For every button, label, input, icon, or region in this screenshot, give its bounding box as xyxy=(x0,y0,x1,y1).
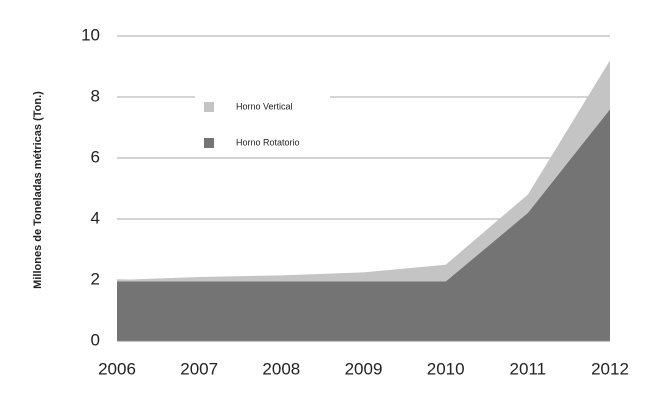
x-tick-label: 2010 xyxy=(427,359,465,378)
legend-swatch xyxy=(204,138,214,148)
x-tick-label: 2009 xyxy=(345,359,383,378)
x-tick-label: 2011 xyxy=(510,359,547,378)
legend-swatch xyxy=(204,102,214,112)
x-tick-label: 2006 xyxy=(98,359,136,378)
legend-box xyxy=(195,95,330,155)
y-tick-label: 0 xyxy=(91,330,100,349)
y-tick-label: 10 xyxy=(81,25,100,44)
y-tick-label: 6 xyxy=(91,147,100,166)
legend-label: Horno Vertical xyxy=(236,101,293,111)
y-tick-label: 4 xyxy=(91,208,100,227)
y-axis-label: Millones de Toneladas métricas (Ton.) xyxy=(32,91,44,289)
legend-label: Horno Rotatorio xyxy=(236,137,300,147)
x-tick-label: 2012 xyxy=(591,359,629,378)
x-tick-label: 2007 xyxy=(180,359,218,378)
y-tick-label: 8 xyxy=(91,86,100,105)
area xyxy=(117,109,610,341)
y-tick-label: 2 xyxy=(91,269,100,288)
x-tick-label: 2008 xyxy=(262,359,300,378)
